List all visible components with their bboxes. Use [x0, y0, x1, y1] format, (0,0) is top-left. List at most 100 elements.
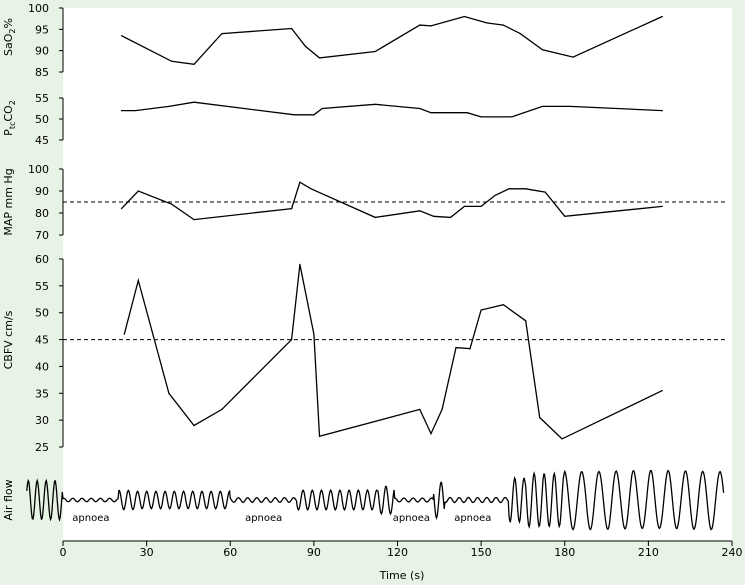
sao2-data-point — [120, 35, 123, 37]
x-tick-label: 150 — [471, 546, 492, 559]
cbfv-series-line — [123, 264, 663, 440]
map-data-point — [310, 188, 312, 190]
x-tick-label: 180 — [554, 546, 575, 559]
cbfv-y-tick-label: 40 — [35, 360, 49, 373]
cbfv-data-point — [539, 416, 541, 419]
cbfv-data-point — [137, 279, 139, 282]
x-tick-label: 60 — [223, 546, 237, 559]
x-tick-label: 0 — [60, 546, 67, 559]
ptcco2-data-point — [168, 105, 170, 107]
sao2-data-point — [486, 22, 488, 24]
cbfv-data-point — [318, 435, 321, 437]
ptcco2-y-tick-label: 45 — [35, 134, 49, 147]
cbfv-data-point — [561, 438, 563, 440]
map-y-tick-label: 100 — [28, 163, 49, 176]
sao2-data-point — [430, 25, 432, 27]
cbfv-data-point — [123, 333, 125, 335]
cbfv-y-tick-label: 55 — [35, 280, 49, 293]
sao2-data-point — [374, 50, 376, 53]
map-data-point — [480, 205, 482, 207]
map-y-tick-label: 80 — [35, 207, 49, 220]
ptcco2-data-point — [374, 103, 376, 105]
map-data-point — [564, 215, 566, 217]
sao2-data-point — [221, 33, 223, 35]
airflow-axis-label: Air flow — [2, 479, 15, 520]
x-tick-label: 30 — [140, 546, 154, 559]
map-data-point — [374, 216, 376, 218]
x-tick-label: 210 — [638, 546, 659, 559]
cbfv-data-point — [525, 320, 527, 322]
cbfv-data-point — [661, 390, 663, 392]
sao2-panel: SaO2% 85 90 95 100 — [2, 2, 663, 79]
map-data-point — [193, 219, 195, 221]
map-data-point — [449, 216, 452, 218]
map-data-point — [508, 188, 510, 190]
map-y-tick-label: 70 — [35, 229, 49, 242]
cbfv-data-point — [419, 408, 421, 410]
cbfv-data-point — [469, 348, 471, 350]
sao2-y-tick-label: 100 — [28, 2, 49, 15]
cbfv-y-tick-label: 25 — [35, 441, 49, 454]
ptcco2-y-tick-label: 55 — [35, 92, 49, 105]
ptcco2-data-point — [120, 110, 123, 112]
airflow-waveform — [26, 469, 725, 531]
cbfv-data-point — [430, 433, 432, 435]
sao2-data-point — [171, 60, 173, 62]
ptcco2-data-point — [466, 112, 468, 114]
cbfv-y-tick-label: 50 — [35, 307, 49, 320]
x-tick-label: 120 — [387, 546, 408, 559]
cbfv-data-point — [502, 304, 504, 306]
cbfv-data-point — [299, 263, 301, 265]
map-data-point — [525, 188, 527, 190]
map-data-point — [291, 208, 293, 210]
map-data-point — [299, 181, 301, 183]
cbfv-data-point — [221, 408, 223, 410]
sao2-data-point — [463, 15, 465, 18]
cbfv-data-point — [291, 339, 293, 341]
plot-area — [63, 8, 732, 541]
ptcco2-series-line — [121, 101, 663, 118]
ptcco2-data-point — [321, 107, 323, 110]
x-axis: Time (s) 0 30 60 90 120 150 180 210 240 — [60, 540, 743, 582]
map-data-point — [419, 210, 421, 212]
map-data-point — [494, 194, 496, 196]
sao2-data-point — [419, 24, 421, 26]
cbfv-data-point — [455, 347, 457, 349]
airflow-panel: Air flow apnoea apnoea apnoea apnoea — [2, 469, 725, 531]
sao2-data-point — [291, 27, 293, 30]
apnoea-annotation: apnoea — [393, 513, 430, 524]
sao2-data-point — [193, 63, 195, 65]
ptcco2-data-point — [193, 101, 195, 103]
sao2-data-point — [541, 49, 544, 51]
map-axis-label: MAP mm Hg — [2, 168, 15, 235]
map-data-point — [171, 203, 173, 205]
map-data-point — [661, 205, 663, 207]
ptcco2-axis-label: PtcCO2 — [2, 100, 17, 136]
cbfv-y-tick-label: 35 — [35, 387, 49, 400]
map-y-tick-label: 90 — [35, 185, 49, 198]
map-data-point — [544, 191, 546, 193]
ptcco2-data-point — [661, 110, 663, 112]
ptcco2-data-point — [480, 116, 482, 118]
sao2-data-point — [318, 57, 321, 59]
cbfv-data-point — [313, 333, 315, 335]
apnoea-annotation: apnoea — [454, 513, 491, 524]
ptcco2-y-tick-label: 50 — [35, 113, 49, 126]
sao2-data-point — [661, 15, 663, 18]
sao2-y-tick-label: 95 — [35, 23, 49, 36]
ptcco2-data-point — [511, 116, 513, 118]
sao2-data-point — [502, 24, 504, 26]
ptcco2-data-point — [134, 110, 137, 112]
sao2-data-point — [304, 45, 307, 48]
cbfv-data-point — [480, 309, 482, 311]
cbfv-y-tick-label: 30 — [35, 414, 49, 427]
sao2-y-tick-label: 90 — [35, 45, 49, 58]
ptcco2-data-point — [541, 105, 544, 107]
x-tick-label: 240 — [722, 546, 743, 559]
ptcco2-data-point — [569, 105, 571, 107]
cbfv-panel: CBFV cm/s 25 30 35 40 45 50 55 60 — [2, 253, 727, 454]
cbfv-y-tick-label: 60 — [35, 253, 49, 266]
apnoea-annotation: apnoea — [72, 513, 109, 524]
map-data-point — [433, 215, 435, 217]
